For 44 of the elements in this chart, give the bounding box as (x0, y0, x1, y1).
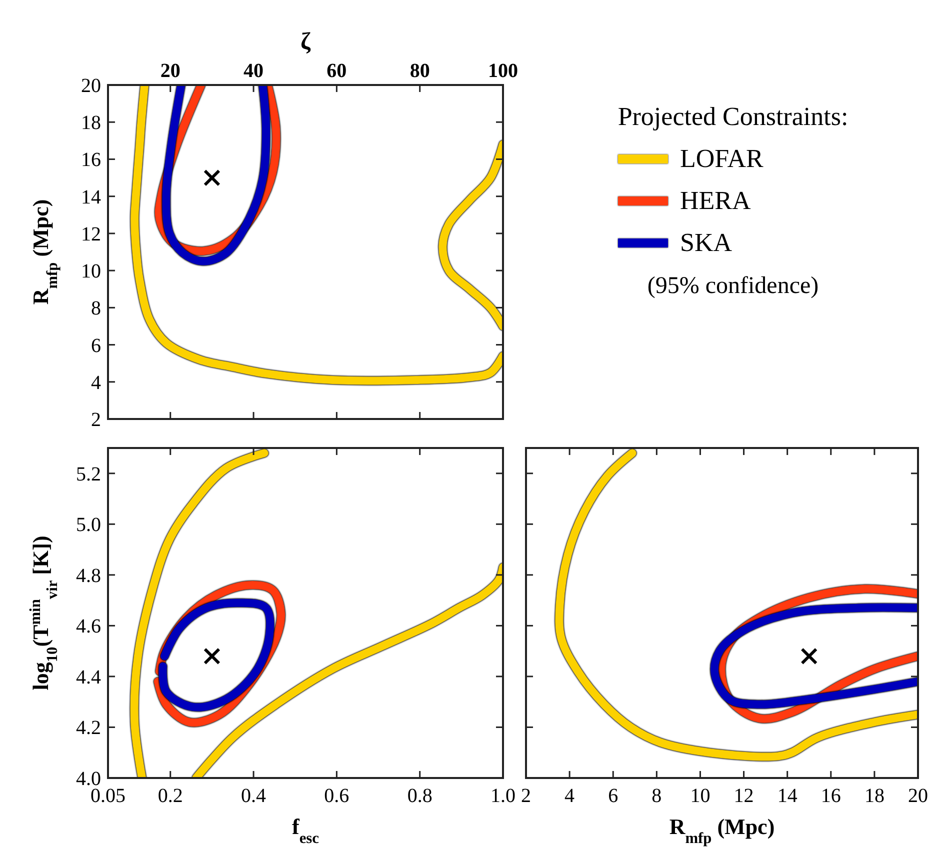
x-tick-label: 0.6 (324, 785, 350, 807)
x2-axis-title: ζ (300, 29, 312, 55)
y-tick-label: 5.2 (76, 463, 101, 486)
x-tick-label: 16 (820, 785, 841, 807)
x-tick-label: 0.4 (241, 785, 266, 807)
y-tick-label: 6 (91, 334, 101, 357)
legend-label: LOFAR (680, 144, 764, 173)
x-axis-title: f$_{esc}$ (292, 814, 320, 846)
x2-tick-label: 40 (244, 60, 264, 82)
x-tick-label: 0.8 (407, 785, 432, 807)
x-tick-label: 0.2 (158, 785, 183, 807)
x-tick-label: 12 (734, 785, 754, 807)
y-tick-label: 12 (81, 223, 101, 246)
x-tick-label: 4 (564, 785, 575, 807)
y-tick-label: 4.8 (76, 564, 101, 587)
legend-label: SKA (680, 228, 732, 257)
y-tick-label: 2 (91, 409, 101, 431)
x2-tick-label: 20 (160, 60, 180, 82)
y-tick-label: 5.0 (76, 514, 101, 536)
x-tick-label: 18 (864, 785, 884, 807)
y-tick-label: 4 (91, 372, 101, 394)
x2-tick-label: 60 (326, 60, 347, 82)
y-tick-label: 4.6 (76, 616, 101, 638)
x2-tick-label: 80 (410, 60, 430, 82)
legend-title: Projected Constraints: (618, 102, 848, 131)
y-tick-label: 4.2 (76, 717, 101, 740)
y-tick-label: 8 (91, 298, 101, 320)
x-tick-label: 8 (652, 785, 662, 807)
x-tick-label: 1.0 (490, 785, 516, 807)
y-tick-label: 14 (81, 186, 101, 208)
legend-label: HERA (680, 186, 751, 215)
x-tick-label: 14 (777, 785, 798, 807)
y-tick-label: 18 (81, 112, 101, 134)
x-tick-label: 2 (521, 785, 531, 807)
y-tick-label: 20 (81, 75, 101, 97)
text: (95% confidence) (647, 273, 819, 299)
y-tick-label: 4.4 (76, 666, 101, 688)
x-tick-label: 20 (908, 785, 928, 807)
x-tick-label: 6 (608, 785, 618, 807)
x-axis-title: R$_{mfp}$ (Mpc) (669, 814, 775, 846)
y-tick-label: 16 (81, 149, 101, 172)
y-tick-label: 10 (81, 260, 101, 283)
x-tick-label: 10 (690, 785, 710, 807)
x2-tick-label: 100 (488, 60, 518, 82)
